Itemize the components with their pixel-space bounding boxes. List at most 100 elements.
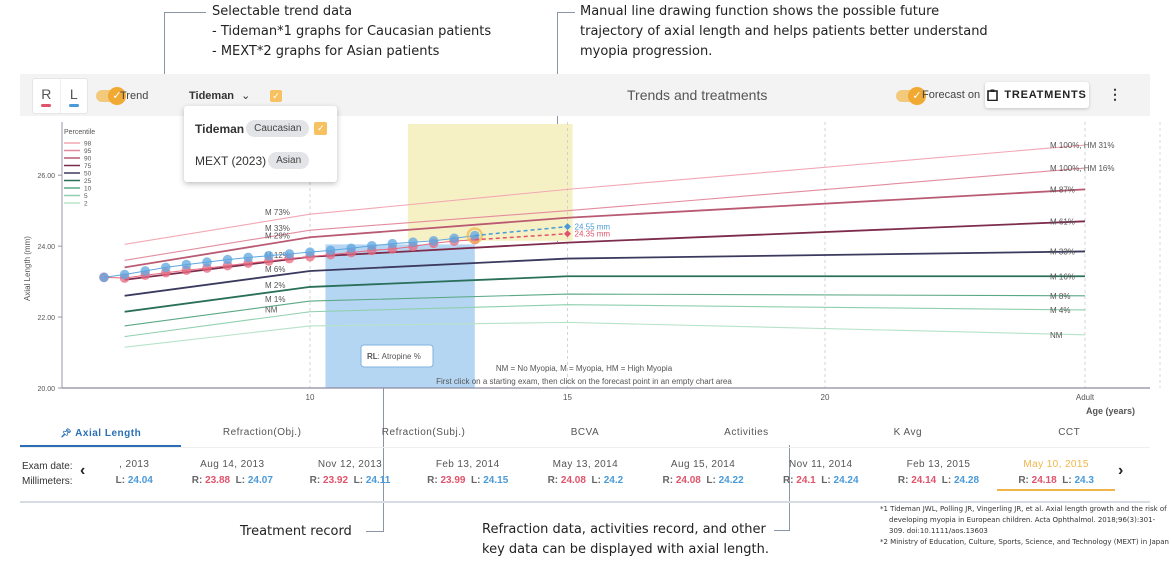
legend-label: 50 (84, 171, 92, 178)
data-point-L (243, 252, 253, 263)
left-eye-button[interactable]: L (61, 79, 88, 113)
selected-point-highlight (466, 227, 484, 244)
right-eye-button[interactable]: R (33, 79, 61, 113)
percentile-right-label: M 100%, HM 16% (1050, 164, 1114, 173)
percentile-right-label: M 8% (1050, 292, 1070, 301)
data-point-L (346, 243, 357, 254)
annotation-manual-line3: myopia progression. (580, 44, 713, 59)
tab-label: Axial Length (75, 428, 142, 439)
forecast-toggle[interactable]: ✓ (896, 87, 926, 105)
trend-toggle[interactable]: ✓ (96, 87, 126, 105)
dataset-dropdown-menu: Tideman Caucasian ✓ MEXT (2023) Asian (184, 106, 337, 182)
exam-date-label: Exam date: (22, 461, 73, 472)
tab-refraction-subj[interactable]: Refraction(Subj.) (343, 420, 504, 447)
exam-entry[interactable]: Feb 13, 2015 R: 24.14 L: 24.28 (880, 457, 998, 491)
exam-entry[interactable]: Nov 11, 2014 R: 24.1 L: 24.24 (762, 457, 880, 491)
legend-label: 5 (84, 193, 88, 200)
legend-label: 10 (84, 186, 92, 193)
tab-activities[interactable]: Activities (666, 420, 827, 447)
treatment-tooltip: RL: Atropine % (360, 344, 434, 368)
treatments-button[interactable]: TREATMENTS (985, 82, 1089, 108)
tab-k-avg[interactable]: K Avg (827, 420, 988, 447)
annotation-refraction: Refraction data, activities record, and … (482, 520, 769, 560)
exam-entry[interactable]: May 10, 2015 R: 24.18 L: 24.3 (997, 457, 1115, 491)
axial-length-chart[interactable]: 10 15 20 Adult 20.00 22.00 24.00 26.00 Axial Len… (0, 116, 1171, 420)
exam-values: R: 23.92 L: 24.11 (309, 475, 391, 486)
reference-2: *2 Ministry of Education, Culture, Sport… (880, 538, 1169, 546)
annotation-trend-line1: - Tideman*1 graphs for Caucasian patient… (212, 24, 492, 39)
left-eye-value: 24.22 (718, 475, 744, 486)
x-tick-label: Adult (1076, 393, 1095, 402)
percentile-right-label: M 61% (1050, 217, 1075, 226)
legend-label: 95 (84, 148, 92, 155)
tab-bcva[interactable]: BCVA (504, 420, 665, 447)
percentile-left-label: M 1% (265, 295, 285, 304)
exam-list: , 2013 L: 24.04 Aug 14, 2013 R: 23.88 L: 24… (95, 457, 1115, 491)
option-label: Tideman (195, 121, 245, 136)
dataset-select-value: Tideman (189, 90, 235, 102)
right-eye-value: 24.1 (796, 475, 816, 486)
millimeters-label: Millimeters: (22, 476, 73, 487)
tab-label: Refraction(Subj.) (381, 427, 466, 438)
chevron-left-icon[interactable]: ‹ (80, 462, 86, 479)
annotation-trend-data: Selectable trend data - Tideman*1 graphs… (212, 2, 491, 62)
forecast-band (407, 124, 573, 241)
exam-values: R: 23.88 L: 24.07 (191, 475, 273, 486)
more-options-icon[interactable]: ⋮ (1108, 86, 1122, 102)
exam-entry[interactable]: Aug 14, 2013 R: 23.88 L: 24.07 (173, 457, 291, 491)
exam-entry[interactable]: May 13, 2014 R: 24.08 L: 24.2 (527, 457, 645, 491)
tab-axial-length[interactable]: 📌︎ Axial Length (20, 420, 182, 447)
percentile-curve (124, 167, 1086, 261)
percentile-curve (124, 144, 1086, 245)
annotation-manual-line: Manual line drawing function shows the p… (580, 2, 988, 62)
data-point-L (387, 238, 398, 249)
data-point-L (449, 233, 460, 244)
forecast-line-R (474, 232, 568, 241)
legend-label: 25 (84, 178, 92, 185)
percentile-right-label: M 4% (1050, 306, 1070, 315)
annotation-manual-line2: trajectory of axial length and helps pat… (580, 24, 988, 39)
percentile-right-label: NM (1050, 331, 1063, 340)
percentile-right-label: M 100%, HM 31% (1050, 141, 1114, 150)
exam-entry[interactable]: Aug 15, 2014 R: 24.08 L: 24.22 (644, 457, 762, 491)
data-point-L (367, 240, 377, 251)
exam-entry[interactable]: Feb 13, 2014 R: 23.99 L: 24.15 (409, 457, 527, 491)
exam-entry[interactable]: Nov 12, 2013 R: 23.92 L: 24.11 (291, 457, 409, 491)
tab-refraction-obj[interactable]: Refraction(Obj.) (181, 420, 342, 447)
dropdown-option-mext[interactable]: MEXT (2023) Asian (195, 152, 310, 169)
percentile-curve (124, 321, 1086, 348)
right-eye-value: 24.14 (911, 475, 937, 486)
option-label: MEXT (2023) (195, 153, 267, 168)
data-point-L (325, 245, 336, 256)
chevron-right-icon[interactable]: › (1118, 462, 1124, 479)
annotation-trend-title: Selectable trend data (212, 4, 353, 19)
percentile-right-label: M 16% (1050, 272, 1075, 281)
exam-date: Nov 11, 2014 (788, 459, 853, 470)
percentile-left-label: M 33% (265, 224, 290, 233)
forecast-label-R: 24.35 mm (575, 230, 611, 239)
exam-values: L: 24.04 (115, 475, 153, 486)
tab-label: CCT (1058, 427, 1081, 438)
tooltip-text: RL: Atropine % (367, 352, 421, 361)
exam-entry[interactable]: , 2013 L: 24.04 (95, 457, 173, 491)
right-eye-indicator (41, 103, 52, 107)
dropdown-option-tideman[interactable]: Tideman Caucasian ✓ (195, 120, 328, 137)
exam-values: R: 24.18 L: 24.3 (1018, 475, 1094, 486)
annotation-manual-line1: Manual line drawing function shows the p… (580, 4, 940, 19)
legend-title: Percentile (64, 129, 95, 136)
left-eye-value: 24.3 (1074, 475, 1094, 486)
percentile-left-label: NM (265, 306, 278, 315)
option-checkbox[interactable]: ✓ (314, 122, 328, 135)
exam-values: R: 24.14 L: 24.28 (897, 475, 980, 486)
treatments-button-label: TREATMENTS (1004, 89, 1087, 101)
dataset-checkbox[interactable]: ✓ (270, 90, 282, 102)
legend-label: 90 (84, 156, 92, 163)
dataset-select[interactable]: Tideman ⌄ (189, 89, 250, 102)
exam-date: May 13, 2014 (552, 459, 619, 470)
left-eye-value: 24.2 (603, 475, 624, 486)
data-point-L (140, 266, 150, 276)
tab-cct[interactable]: CCT (989, 420, 1150, 447)
right-eye-value: 24.08 (560, 475, 586, 486)
data-point-L (305, 247, 315, 257)
exam-date: Feb 13, 2014 (435, 459, 500, 470)
